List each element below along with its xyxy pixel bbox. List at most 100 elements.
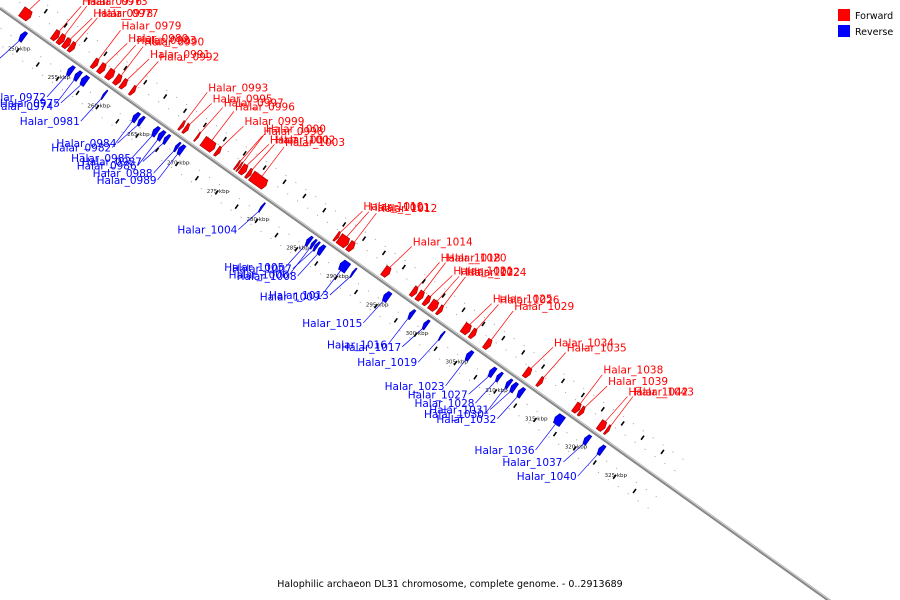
gene-arrow — [576, 405, 586, 417]
gene-arrow — [467, 327, 478, 340]
major-tick — [182, 108, 188, 114]
major-tick — [103, 51, 108, 57]
gene-labels: Halar_0968Halar_0971Halar_0976Halar_0973… — [0, 0, 694, 483]
gene-arrow — [304, 235, 314, 247]
gene-arrow — [89, 57, 100, 70]
gene-arrow — [435, 304, 444, 316]
leader-line — [436, 276, 460, 302]
gene-label: Halar_1032 — [436, 414, 496, 426]
leader-line — [430, 275, 453, 297]
leader-line — [0, 40, 20, 59]
gene-arrow — [73, 70, 83, 82]
leader-line — [417, 339, 439, 363]
leader-line — [120, 46, 144, 76]
leader-line — [577, 453, 598, 477]
kbp-label: 285 kbp — [286, 246, 309, 252]
major-tick — [163, 94, 168, 100]
gene-arrow — [18, 31, 29, 43]
leader-line — [252, 144, 275, 170]
kbp-label: 325 kbp — [605, 473, 628, 479]
gene-arrow — [79, 74, 91, 87]
kbp-label: 305 kbp — [445, 359, 468, 365]
gene-arrow — [136, 115, 146, 127]
leader-line — [489, 391, 511, 410]
leader-line — [238, 211, 259, 230]
major-tick — [592, 460, 597, 466]
leader-line — [423, 262, 446, 292]
leader-line — [320, 270, 341, 297]
leader-line — [292, 250, 314, 269]
major-tick — [433, 346, 438, 352]
leader-line — [543, 352, 566, 378]
leader-line — [340, 210, 363, 233]
gene-label: Halar_1023 — [385, 381, 445, 393]
gene-label: Halar_0995 — [213, 93, 273, 105]
major-tick — [521, 349, 526, 355]
kbp-label: 315 kbp — [525, 416, 548, 422]
gene-arrow — [127, 84, 137, 96]
major-tick — [302, 193, 307, 199]
major-tick — [640, 435, 645, 441]
major-tick — [143, 79, 148, 85]
gene-label: Halar_1035 — [567, 343, 627, 355]
leader-line — [389, 246, 412, 268]
leader-line — [64, 5, 87, 36]
leader-line — [58, 5, 82, 32]
gene-arrow — [516, 387, 527, 399]
gene-arrow — [312, 241, 321, 252]
gene-arrow — [232, 159, 242, 171]
gene-label: Halar_1042 — [628, 387, 688, 399]
gene-label: Halar_0981 — [20, 116, 80, 128]
major-tick — [15, 47, 20, 53]
gene-label: Halar_0989 — [97, 175, 157, 187]
gene-label: Halar_0986 — [77, 161, 137, 173]
major-tick — [580, 392, 585, 398]
gene-arrow — [55, 33, 67, 46]
gene-arrow — [345, 240, 356, 253]
major-tick — [552, 431, 558, 437]
gene-label: Halar_0991 — [150, 49, 210, 61]
gene-label: Halar_0997 — [224, 97, 284, 109]
leader-line — [297, 253, 318, 277]
leader-line — [75, 17, 98, 44]
major-tick — [401, 264, 406, 270]
gene-label: Halar_0984 — [56, 138, 116, 150]
gene-arrow — [96, 62, 107, 75]
kbp-label: 295 kbp — [366, 303, 389, 309]
leader-line — [70, 17, 93, 40]
leader-line — [469, 303, 492, 325]
gene-arrow — [156, 130, 167, 142]
major-tick — [234, 204, 239, 210]
gene-arrow — [381, 290, 393, 304]
major-tick — [393, 317, 398, 323]
major-tick — [262, 165, 267, 171]
gene-arrow — [309, 238, 318, 250]
gene-arrow — [118, 77, 129, 90]
major-tick — [83, 37, 88, 43]
gene-label: Halar_1027 — [408, 389, 468, 401]
major-tick — [421, 278, 426, 284]
leader-line — [468, 376, 489, 395]
major-tick — [274, 232, 279, 238]
gene-label: Halar_1005 — [224, 262, 284, 274]
gene-arrow — [504, 378, 514, 390]
leader-line — [242, 133, 266, 163]
gene-label: Halar_1000 — [266, 124, 326, 136]
leader-line — [200, 107, 224, 133]
gene-arrow — [244, 167, 254, 179]
gene-arrow — [66, 65, 76, 77]
leader-line — [113, 44, 136, 71]
leader-line — [240, 135, 263, 162]
leader-line — [610, 396, 634, 426]
leader-line — [285, 244, 306, 268]
major-tick — [135, 133, 140, 139]
gene-arrow — [535, 375, 545, 387]
gene-label: Halar_1040 — [517, 471, 577, 483]
gene-label: Halar_1019 — [357, 357, 417, 369]
major-tick — [381, 250, 387, 256]
gene-arrow — [421, 319, 431, 331]
gene-label: Halar_0973 — [88, 0, 148, 8]
leader-line — [246, 144, 270, 166]
major-tick — [572, 445, 577, 451]
